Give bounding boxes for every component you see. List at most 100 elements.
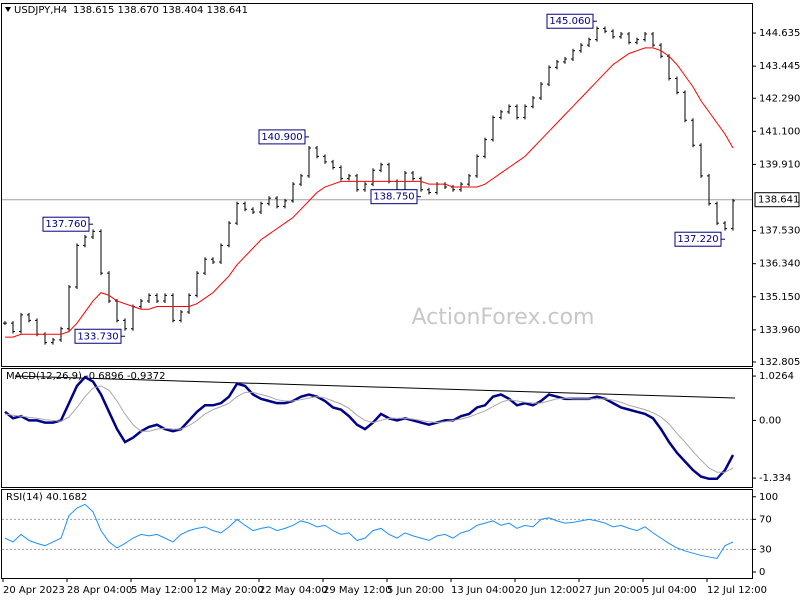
price-panel-frame [1, 3, 753, 367]
price-bar [627, 32, 631, 45]
price-bar [683, 90, 687, 123]
price-bar [611, 29, 615, 39]
x-tick-label: 20 Jun 12:00 [515, 585, 579, 596]
price-bar [11, 321, 15, 334]
price-bar [419, 176, 423, 192]
price-bar [699, 143, 703, 178]
macd-panel-frame [1, 368, 753, 488]
price-bar [235, 201, 239, 226]
y-tick-label: 142.290 [759, 93, 800, 104]
price-bar [539, 82, 543, 100]
x-tick-label: 27 Jun 20:00 [579, 585, 643, 596]
price-bar [147, 293, 151, 303]
y-tick-label: 139.910 [759, 159, 800, 170]
y-tick-label: 30 [759, 544, 772, 555]
price-bar [211, 257, 215, 265]
x-tick-label: 5 Jul 04:00 [643, 585, 697, 596]
price-bar [579, 43, 583, 53]
x-tick-label: 5 May 12:00 [131, 585, 193, 596]
price-bar [619, 32, 623, 39]
x-tick-label: 12 Jul 12:00 [707, 585, 767, 596]
price-bar [27, 312, 31, 323]
price-bar [531, 95, 535, 109]
price-bar [139, 298, 143, 309]
price-bar [83, 234, 87, 248]
rsi-title: RSI(14) 40.1682 [6, 492, 87, 503]
price-bar [515, 104, 519, 120]
price-bar [595, 26, 599, 42]
price-bar [707, 173, 711, 206]
price-bar [355, 173, 359, 192]
price-bar [203, 257, 207, 276]
price-bar [571, 48, 575, 62]
annotation-label: 137.760 [45, 219, 86, 230]
rsi-panel-frame [1, 489, 753, 579]
price-bar [163, 293, 167, 303]
price-bar [715, 201, 719, 226]
price-bar [523, 104, 527, 120]
annotation-label: 145.060 [549, 16, 590, 27]
y-tick-label: -1.334 [759, 473, 791, 484]
price-bar [563, 57, 567, 64]
price-bar [675, 76, 679, 95]
y-tick-label: 100 [759, 492, 778, 503]
price-bar [187, 293, 191, 315]
annotation-label: 140.900 [261, 132, 302, 143]
y-tick-label: 135.150 [759, 292, 800, 303]
chart-title: USDJPY,H4 [14, 5, 67, 16]
price-bar [227, 221, 231, 248]
x-tick-label: 5 Jun 20:00 [387, 585, 444, 596]
last-price-box [754, 192, 800, 208]
x-tick-label: 29 May 12:00 [323, 585, 392, 596]
ohlc-readout: 138.615 138.670 138.404 138.641 [73, 5, 248, 16]
price-bar [363, 182, 367, 192]
y-tick-label: 1.0264 [759, 371, 794, 382]
price-bar [19, 312, 23, 334]
series-line [4, 385, 734, 473]
price-bar [307, 146, 311, 178]
y-tick-label: 133.960 [759, 325, 800, 336]
y-tick-label: 143.445 [759, 61, 800, 72]
annotation-label: 137.220 [677, 234, 718, 245]
price-bar [291, 182, 295, 203]
price-bar [643, 32, 647, 42]
price-bar [107, 271, 111, 303]
price-bar [587, 37, 591, 48]
price-bar [347, 173, 351, 181]
price-bar [299, 173, 303, 187]
price-bar [171, 293, 175, 323]
annotation-label: 138.750 [373, 192, 414, 203]
price-bar [731, 198, 735, 231]
series-line [5, 47, 734, 338]
price-bar [51, 337, 55, 345]
price-bar [219, 243, 223, 265]
price-bar [155, 293, 159, 303]
price-bar [275, 196, 279, 209]
price-bar [547, 65, 551, 87]
y-tick-label: 0.00 [759, 415, 781, 426]
price-bar [195, 271, 199, 298]
x-tick-label: 28 Apr 04:00 [67, 585, 132, 596]
y-tick-label: 0 [759, 567, 765, 578]
price-bar [651, 32, 655, 48]
series-line [4, 375, 735, 481]
price-bar [379, 162, 383, 173]
price-bar [123, 318, 127, 331]
price-bar [475, 154, 479, 178]
price-bar [243, 201, 247, 212]
price-bar [67, 285, 71, 331]
y-tick-label: 132.805 [759, 357, 800, 368]
price-bar [331, 159, 335, 170]
price-bar [315, 146, 319, 159]
price-bar [99, 229, 103, 276]
price-bar [691, 118, 695, 148]
price-bar [3, 321, 7, 326]
annotation-label: 133.730 [77, 331, 118, 342]
watermark: ActionForex.com [412, 305, 595, 330]
price-bar [179, 310, 183, 323]
last-price-label: 138.641 [758, 195, 799, 206]
price-bar [371, 168, 375, 187]
price-bar [483, 137, 487, 159]
